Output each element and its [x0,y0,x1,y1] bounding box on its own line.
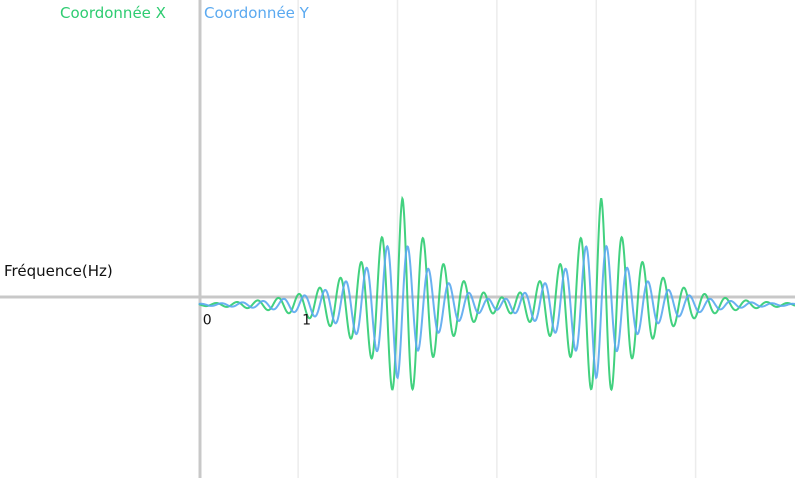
x-tick-label-1: 1 [302,313,311,329]
x-axis-label: Fréquence(Hz) [4,262,113,280]
series-lines [198,195,795,392]
series-line-0 [198,195,795,392]
series-line-1 [198,244,795,380]
legend-entry-y[interactable]: Coordonnée Y [204,4,310,22]
legend: Coordonnée X Coordonnée Y [60,4,310,22]
grid-lines [297,0,697,478]
x-tick-label-0: 0 [203,313,212,329]
legend-entry-x[interactable]: Coordonnée X [60,4,166,22]
